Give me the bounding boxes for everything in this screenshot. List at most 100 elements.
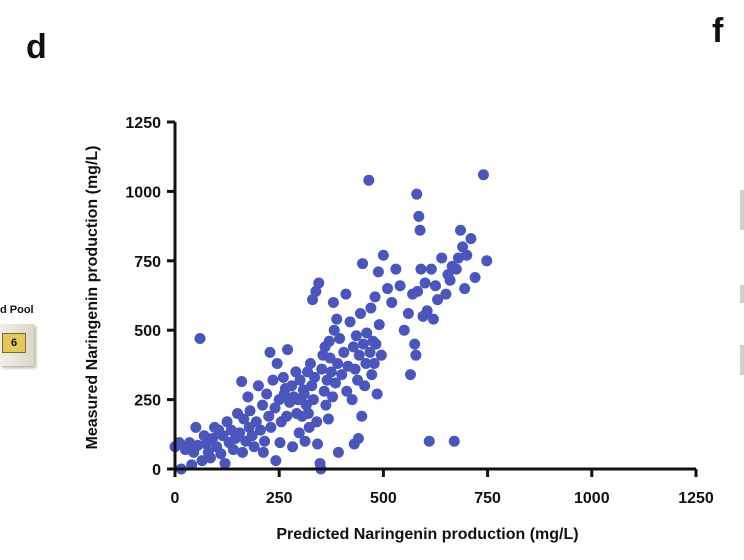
y-tick-label: 0 <box>152 462 161 479</box>
data-point <box>190 421 202 433</box>
data-point <box>294 374 306 386</box>
data-point <box>265 421 277 433</box>
data-point <box>246 430 258 442</box>
data-point <box>323 335 335 347</box>
data-point <box>252 380 264 392</box>
data-point <box>184 437 196 449</box>
data-point <box>257 446 269 458</box>
x-tick-label: 1000 <box>574 490 610 507</box>
right-panel-edge-mark <box>740 345 744 375</box>
data-point <box>311 416 323 428</box>
data-point <box>412 285 424 297</box>
x-tick-label: 750 <box>474 490 501 507</box>
data-point <box>304 358 316 370</box>
data-point <box>270 455 282 467</box>
data-point <box>371 388 383 400</box>
data-point <box>340 288 352 300</box>
data-point <box>303 421 315 433</box>
y-axis-title: Measured Naringenin production (mg/L) <box>84 145 101 449</box>
data-point <box>269 402 281 414</box>
data-point <box>436 252 448 264</box>
data-point <box>306 380 318 392</box>
data-point <box>310 285 322 297</box>
data-point <box>366 369 378 381</box>
data-point <box>196 455 208 467</box>
data-point <box>373 319 385 331</box>
data-point <box>322 413 334 425</box>
data-point <box>477 169 489 181</box>
data-point <box>307 394 319 406</box>
data-point <box>192 439 204 451</box>
data-point <box>369 291 381 303</box>
data-point <box>298 388 310 400</box>
data-point <box>248 441 260 453</box>
x-tick-label: 500 <box>370 490 397 507</box>
data-point <box>236 376 248 388</box>
data-point <box>452 252 464 264</box>
data-point <box>204 452 216 464</box>
data-point <box>267 374 279 386</box>
data-point <box>398 324 410 336</box>
data-point <box>386 296 398 308</box>
y-tick-label: 1000 <box>125 184 161 201</box>
side-panel-box: 6 <box>0 324 34 366</box>
data-point <box>421 305 433 317</box>
data-point <box>313 277 325 289</box>
data-point <box>364 346 376 358</box>
data-point <box>419 277 431 289</box>
data-point <box>287 441 299 453</box>
data-point <box>402 308 414 320</box>
y-tick-label: 500 <box>134 323 161 340</box>
panel-letter-f: f <box>712 12 724 50</box>
data-point <box>413 210 425 222</box>
data-point <box>469 271 481 283</box>
data-point <box>254 424 266 436</box>
data-point <box>324 352 336 364</box>
data-point <box>327 296 339 308</box>
data-point <box>430 280 441 292</box>
data-point <box>356 410 368 422</box>
data-point <box>432 294 444 306</box>
data-point <box>354 308 366 320</box>
data-point <box>332 358 344 370</box>
data-point <box>219 457 231 469</box>
side-panel-tile: 6 <box>2 333 26 353</box>
data-point <box>410 349 422 361</box>
data-point <box>465 233 477 245</box>
data-point <box>238 413 250 425</box>
data-point <box>194 333 206 345</box>
data-point <box>448 435 460 447</box>
data-point <box>325 366 337 378</box>
x-tick-label: 0 <box>171 490 180 507</box>
data-point <box>321 374 333 386</box>
data-point <box>411 188 423 200</box>
data-point <box>459 283 471 295</box>
data-point <box>404 369 416 381</box>
side-panel-fragment: d Pool 6 <box>0 296 60 376</box>
data-point <box>440 288 452 300</box>
y-ticks: 0 250 500 750 1000 1250 <box>125 115 175 479</box>
data-point <box>277 371 289 383</box>
data-point <box>353 349 365 361</box>
data-point <box>221 416 233 428</box>
data-point <box>427 313 439 325</box>
data-point <box>244 405 256 417</box>
data-point <box>344 316 356 328</box>
data-point <box>281 410 293 422</box>
data-point <box>307 294 319 306</box>
data-point <box>264 346 276 358</box>
x-tick-label: 250 <box>266 490 293 507</box>
data-point <box>450 263 462 275</box>
panel-letter-d: d <box>26 28 47 66</box>
data-point <box>390 263 402 275</box>
data-point <box>282 344 294 356</box>
data-point <box>316 363 328 375</box>
data-point <box>444 274 456 286</box>
x-tick-label: 1250 <box>678 490 714 507</box>
data-point <box>328 324 340 336</box>
data-point <box>368 358 380 370</box>
data-point <box>261 388 273 400</box>
data-point <box>286 380 298 392</box>
data-point <box>346 394 358 406</box>
